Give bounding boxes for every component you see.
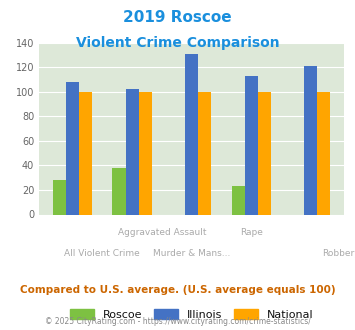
Text: Aggravated Assault: Aggravated Assault — [118, 228, 206, 237]
Bar — [66, 82, 79, 214]
Bar — [53, 180, 66, 214]
Bar — [185, 54, 198, 214]
Text: © 2025 CityRating.com - https://www.cityrating.com/crime-statistics/: © 2025 CityRating.com - https://www.city… — [45, 317, 310, 326]
Bar — [79, 92, 92, 214]
Bar — [317, 92, 331, 214]
Bar — [245, 76, 258, 215]
Bar — [126, 89, 139, 214]
Text: Rape: Rape — [240, 228, 263, 237]
Text: All Violent Crime: All Violent Crime — [65, 249, 140, 258]
Bar — [113, 168, 126, 214]
Text: Murder & Mans...: Murder & Mans... — [153, 249, 230, 258]
Bar — [198, 92, 211, 214]
Text: Compared to U.S. average. (U.S. average equals 100): Compared to U.S. average. (U.S. average … — [20, 285, 335, 295]
Text: 2019 Roscoe: 2019 Roscoe — [123, 10, 232, 25]
Text: Violent Crime Comparison: Violent Crime Comparison — [76, 36, 279, 50]
Bar — [231, 186, 245, 214]
Text: Robbery: Robbery — [322, 249, 355, 258]
Bar — [258, 92, 271, 214]
Legend: Roscoe, Illinois, National: Roscoe, Illinois, National — [70, 309, 313, 320]
Bar — [304, 66, 317, 214]
Bar — [139, 92, 152, 214]
